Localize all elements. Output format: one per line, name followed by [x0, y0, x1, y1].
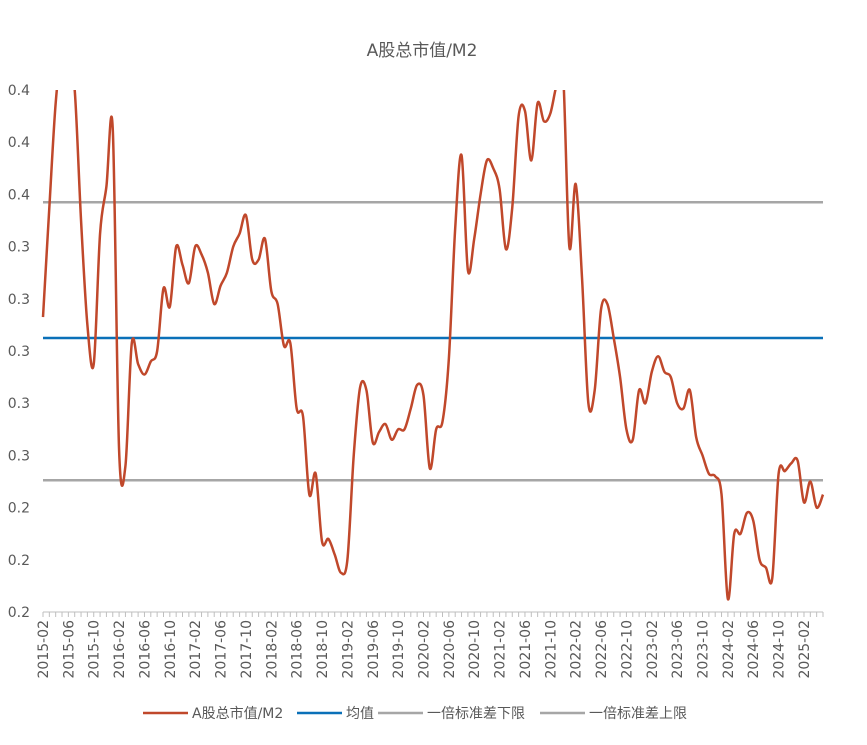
x-tick-label: 2022-02: [569, 620, 585, 679]
x-tick-label: 2021-10: [543, 620, 559, 679]
x-tick-label: 2019-10: [391, 620, 407, 679]
y-tick-label: 0.3: [8, 396, 30, 412]
y-tick-label: 0.3: [8, 448, 30, 464]
x-tick-label: 2016-10: [163, 620, 179, 679]
x-tick-label: 2016-06: [138, 620, 154, 679]
x-tick-label: 2023-02: [645, 620, 661, 679]
legend: A股总市值/M2 均值 一倍标准差下限 一倍标准差上限: [143, 705, 687, 722]
legend-label: A股总市值/M2: [192, 705, 283, 722]
x-tick-label: 2021-02: [493, 620, 509, 679]
y-tick-label: 0.4: [8, 187, 30, 203]
x-tick-label: 2020-10: [467, 620, 483, 679]
series-a-share-mcap-m2: [41, 90, 825, 601]
series-line-a-share-mcap-m2: [41, 90, 825, 601]
x-tick-label: 2023-10: [696, 620, 712, 679]
y-tick-label: 0.2: [8, 501, 30, 517]
x-axis: 2015-02 2015-06 2015-10 2016-02 2016-06 2016-…: [36, 611, 824, 679]
x-tick-label: 2022-06: [594, 620, 610, 679]
x-tick-label: 2017-10: [239, 620, 255, 679]
x-tick-label: 2024-02: [721, 620, 737, 679]
y-tick-label: 0.3: [8, 240, 30, 256]
x-tick-label: 2023-06: [670, 620, 686, 679]
y-tick-label: 0.3: [8, 344, 30, 360]
x-tick-label: 2016-02: [112, 620, 128, 679]
y-axis: 0.4 0.4 0.4 0.3 0.3 0.3 0.3 0.3 0.2 0.2 0.2: [8, 83, 30, 621]
x-tick-label: 2025-02: [797, 620, 813, 679]
y-tick-label: 0.2: [8, 605, 30, 621]
y-tick-label: 0.4: [8, 83, 30, 99]
x-tick-label: 2015-10: [87, 620, 103, 679]
x-tick-label: 2015-02: [36, 620, 52, 679]
chart-title: A股总市值/M2: [367, 41, 478, 61]
x-tick-label: 2020-02: [417, 620, 433, 679]
y-tick-label: 0.4: [8, 135, 30, 151]
x-tick-label: 2017-06: [214, 620, 230, 679]
x-tick-label: 2022-10: [619, 620, 635, 679]
x-tick-label: 2024-06: [746, 620, 762, 679]
y-tick-label: 0.2: [8, 553, 30, 569]
x-tick-label: 2019-06: [366, 620, 382, 679]
x-tick-label: 2018-02: [264, 620, 280, 679]
x-tick-label: 2019-02: [340, 620, 356, 679]
x-tick-label: 2020-06: [442, 620, 458, 679]
y-tick-label: 0.3: [8, 292, 30, 308]
x-tick-label: 2021-06: [518, 620, 534, 679]
x-tick-label: 2015-06: [61, 620, 77, 679]
x-tick-label: 2018-10: [315, 620, 331, 679]
legend-label: 一倍标准差上限: [589, 706, 687, 722]
reference-lines: [43, 200, 823, 482]
x-tick-label: 2024-10: [772, 620, 788, 679]
legend-label: 均值: [346, 706, 374, 722]
x-tick-label: 2017-02: [188, 620, 204, 679]
legend-label: 一倍标准差下限: [427, 706, 525, 722]
x-tick-label: 2018-06: [290, 620, 306, 679]
